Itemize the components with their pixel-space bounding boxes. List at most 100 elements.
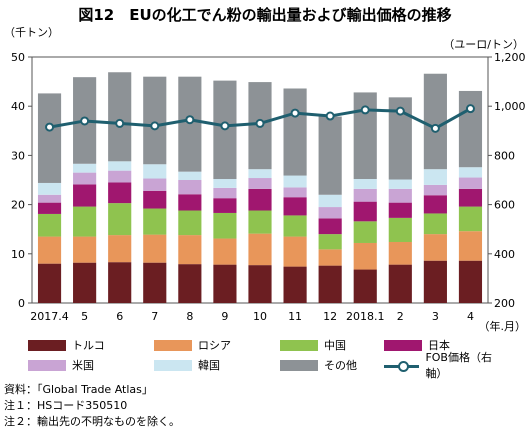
fob-price-point xyxy=(290,108,300,118)
x-axis-tick-label: 2017.4 xyxy=(30,310,69,323)
legend-swatch xyxy=(280,339,318,351)
legend-row-1: トルコ ロシア 中国 日本 xyxy=(28,337,508,353)
bar-segment xyxy=(423,260,447,303)
bar-segment xyxy=(458,167,483,178)
bar-segment xyxy=(458,188,483,207)
legend-label: 中国 xyxy=(324,339,346,352)
bar-segment xyxy=(213,238,237,265)
chart-title: 図12 EUの化工でん粉の輸出量および輸出価格の推移 xyxy=(78,6,452,24)
bar-segment xyxy=(283,175,307,188)
fob-price-point xyxy=(255,118,265,128)
right-axis-tick-label: 1,200 xyxy=(494,51,526,64)
bar-segment xyxy=(143,164,167,179)
right-axis-tick-label: 800 xyxy=(494,149,515,162)
legend-label: FOB価格（右軸） xyxy=(425,351,492,380)
bar-segment xyxy=(178,210,202,236)
bar-segment xyxy=(318,207,342,219)
legend-item-russia: ロシア xyxy=(154,337,231,353)
fob-price-point xyxy=(185,115,195,125)
left-axis-tick-label: 20 xyxy=(11,199,25,212)
legend-swatch xyxy=(280,359,318,371)
bar-segment xyxy=(37,213,62,237)
bar-segment xyxy=(178,264,202,303)
bar-segment xyxy=(37,236,62,264)
left-axis-tick-label: 30 xyxy=(11,149,25,162)
bar-segment xyxy=(248,178,272,189)
bar-segment xyxy=(213,198,237,213)
bar-segment xyxy=(423,195,447,214)
bar-segment xyxy=(73,236,97,263)
bar-segment xyxy=(248,188,272,211)
bar-segment xyxy=(143,208,167,235)
fob-price-point xyxy=(325,111,335,121)
fob-price-point xyxy=(45,122,55,132)
bar-segment xyxy=(178,194,202,211)
bar-segment xyxy=(458,90,483,168)
note-2: 注２：輸出先の不明なものを除く。 xyxy=(4,415,180,428)
bar-segment xyxy=(37,182,62,195)
legend-label: 米国 xyxy=(72,359,94,372)
bar-segment xyxy=(248,265,272,303)
bar-segment xyxy=(108,203,132,236)
bar-segment xyxy=(37,263,62,303)
x-axis-tick-label: 9 xyxy=(221,310,228,323)
x-axis-tick-label: 2 xyxy=(397,310,404,323)
notes: 資料：「Global Trade Atlas」 注１：HSコード350510 注… xyxy=(4,382,180,430)
bar-segment xyxy=(458,177,483,189)
bar-segment xyxy=(388,202,412,218)
legend-label: トルコ xyxy=(72,339,105,352)
bar-segment xyxy=(423,213,447,235)
bar-segment xyxy=(108,262,132,303)
bar-segment xyxy=(353,92,377,180)
bar-segment xyxy=(108,161,132,171)
bar-segment xyxy=(213,264,237,303)
fob-price-point xyxy=(115,118,125,128)
bar-segment xyxy=(283,197,307,216)
x-axis-tick-label: 4 xyxy=(467,310,474,323)
bar-segment xyxy=(37,93,62,183)
x-axis-tick-label: 5 xyxy=(81,310,88,323)
bar-segment xyxy=(248,233,272,266)
legend-item-japan: 日本 xyxy=(384,337,450,353)
legend-swatch xyxy=(28,359,66,371)
bar-segment xyxy=(423,234,447,261)
legend-item-fob-price: FOB価格（右軸） xyxy=(384,351,508,380)
bar-segment xyxy=(388,179,412,189)
bar-segment xyxy=(37,202,62,214)
right-axis-tick-label: 600 xyxy=(494,199,515,212)
x-axis-tick-label: 6 xyxy=(116,310,123,323)
bar-segment xyxy=(143,76,167,165)
bar-segment xyxy=(143,234,167,263)
bar-segment xyxy=(423,184,447,196)
legend-item-korea: 韓国 xyxy=(154,357,220,373)
bar-segment xyxy=(213,187,237,199)
bar-segment xyxy=(388,188,412,203)
x-axis-tick-label: 10 xyxy=(253,310,267,323)
bar-segment xyxy=(388,97,412,180)
bar-segment xyxy=(248,169,272,179)
right-axis-tick-label: 200 xyxy=(494,297,515,310)
left-axis-tick-label: 50 xyxy=(11,51,25,64)
legend-label: その他 xyxy=(324,359,357,372)
legend-item-usa: 米国 xyxy=(28,357,94,373)
x-axis-tick-label: 3 xyxy=(432,310,439,323)
bar-segment xyxy=(388,241,412,265)
legend-item-turkey: トルコ xyxy=(28,337,105,353)
bar-segment xyxy=(318,218,342,235)
bar-segment xyxy=(318,249,342,266)
x-axis-tick-label: 12 xyxy=(323,310,337,323)
bar-segment xyxy=(248,210,272,234)
bar-segment xyxy=(143,190,167,209)
bar-segment xyxy=(353,188,377,202)
bar-segment xyxy=(353,179,377,189)
fob-price-point xyxy=(80,116,90,126)
bar-segment xyxy=(108,170,132,183)
bar-segment xyxy=(73,184,97,207)
bar-segment xyxy=(37,194,62,203)
x-axis-tick-label: 2018.1 xyxy=(346,310,385,323)
bar-segment xyxy=(458,206,483,232)
bar-segment xyxy=(353,221,377,243)
legend-label: 韓国 xyxy=(198,359,220,372)
bar-segment xyxy=(318,234,342,250)
legend-label: 日本 xyxy=(428,339,450,352)
